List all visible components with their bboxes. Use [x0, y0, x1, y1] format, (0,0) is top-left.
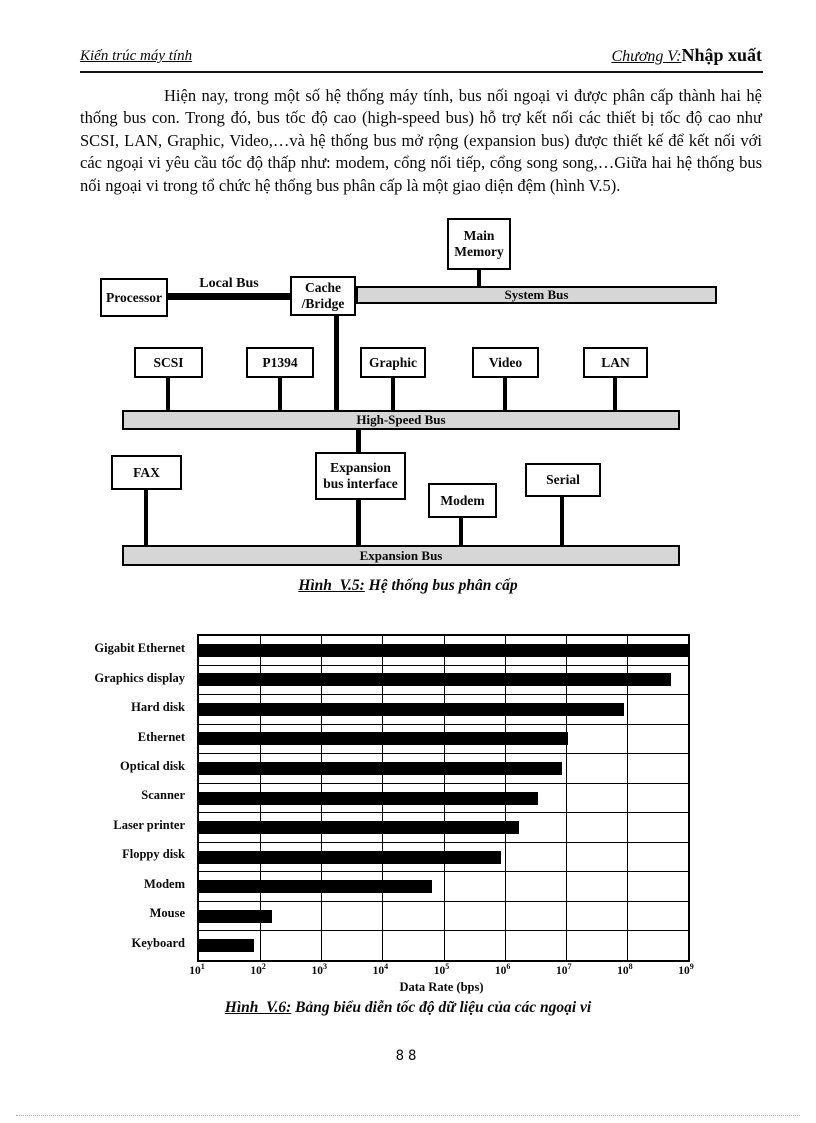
chart-category-label: Graphics display	[94, 670, 185, 685]
chart-row	[199, 902, 688, 932]
box-fax: FAX	[111, 455, 182, 490]
chart-bar	[199, 643, 688, 657]
bus-hierarchy-diagram: System Bus High-Speed Bus Expansion Bus …	[0, 210, 816, 578]
header-chapter-label: Chương V:	[611, 48, 682, 65]
x-tick-label: 102	[250, 962, 266, 977]
header-book-title: Kiến trúc máy tính	[80, 48, 193, 64]
connector	[391, 378, 395, 412]
figure5-caption: Hình V.5: Hệ thống bus phân cấp	[0, 577, 816, 595]
box-p1394: P1394	[246, 347, 314, 378]
x-tick-label: 109	[678, 962, 694, 977]
system-bus-label: System Bus	[504, 287, 569, 302]
local-bus-label: Local Bus	[199, 276, 259, 291]
header-rule	[80, 71, 763, 73]
connector	[477, 270, 481, 298]
chart-bar	[199, 732, 568, 746]
chart-row	[199, 872, 688, 902]
box-modem: Modem	[428, 483, 497, 518]
figure6-caption: Hình V.6: Bảng biểu diễn tốc độ dữ liệu …	[0, 999, 816, 1017]
chart-bar	[199, 850, 501, 864]
chart-bar	[199, 791, 539, 805]
box-graphic: Graphic	[360, 347, 426, 378]
chart-row	[199, 725, 688, 755]
connector	[278, 378, 282, 412]
high-speed-bus-label: High-Speed Bus	[356, 412, 446, 427]
chart-category-label: Gigabit Ethernet	[94, 641, 185, 656]
chart-row	[199, 754, 688, 784]
box-expansion-bus-interface: Expansion bus interface	[315, 452, 406, 500]
chart-category-label: Optical disk	[120, 759, 185, 774]
chart-row	[199, 843, 688, 873]
chart-plot	[197, 634, 690, 962]
chart-bar	[199, 761, 563, 775]
chart-category-label: Keyboard	[131, 935, 185, 950]
bottom-dotted-line	[16, 1115, 800, 1116]
chart-bar	[199, 702, 624, 716]
connector	[503, 378, 507, 412]
box-main-memory: Main Memory	[447, 218, 511, 270]
expansion-bus-bar: Expansion Bus	[122, 545, 680, 566]
chart-category-label: Floppy disk	[122, 847, 185, 862]
data-rate-chart: Gigabit Ethernet Graphics display Hard dis…	[0, 630, 816, 1010]
connector	[356, 430, 361, 454]
chart-bar	[199, 939, 254, 953]
connector	[144, 490, 148, 547]
chart-bar	[199, 821, 520, 835]
connector	[459, 518, 463, 547]
figure5-caption-label: Hình V.5:	[298, 577, 365, 594]
box-serial: Serial	[525, 463, 601, 497]
x-tick-label: 101	[189, 962, 205, 977]
page-number: 88	[395, 1048, 421, 1064]
connector	[356, 500, 361, 547]
expansion-bus-label: Expansion Bus	[359, 547, 443, 563]
figure5-caption-text: Hệ thống bus phân cấp	[364, 577, 518, 594]
chart-ticks: 101 102 103 104 105 106 107 108 109	[189, 962, 694, 978]
chart-row	[199, 636, 688, 666]
high-speed-bus-bar: High-Speed Bus	[122, 410, 680, 430]
chart-row	[199, 666, 688, 696]
chart-gridline	[626, 636, 628, 960]
chart-category-label: Scanner	[141, 788, 185, 803]
figure6-caption-text: Bảng biểu diễn tốc độ dữ liệu của các ng…	[291, 999, 592, 1016]
header-chapter: Chương V:Nhập xuất	[611, 45, 762, 66]
chart-bar	[199, 909, 273, 923]
chart-row	[199, 931, 688, 960]
box-cache-bridge: Cache /Bridge	[290, 276, 356, 316]
x-tick-label: 107	[556, 962, 572, 977]
connector	[613, 378, 617, 412]
box-lan: LAN	[583, 347, 648, 378]
connector	[560, 497, 564, 547]
chart-row	[199, 784, 688, 814]
system-bus-bar: System Bus	[356, 286, 717, 304]
chart-bar	[199, 880, 432, 894]
figure6-caption-label: Hình V.6:	[224, 999, 292, 1016]
chart-x-axis-label: Data Rate (bps)	[399, 980, 484, 994]
chart-labels: Gigabit Ethernet Graphics display Hard dis…	[0, 634, 190, 958]
chart-gridline	[565, 636, 567, 960]
box-processor: Processor	[100, 278, 168, 317]
body-paragraph: Hiện nay, trong một số hệ thống máy tính…	[80, 86, 762, 195]
x-tick-label: 103	[311, 962, 328, 977]
chart-category-label: Mouse	[149, 906, 185, 921]
x-tick-label: 104	[372, 962, 389, 977]
chart-category-label: Modem	[144, 876, 185, 891]
x-tick-label: 106	[494, 962, 511, 977]
connector	[166, 378, 170, 412]
header-section-label: Nhập xuất	[681, 45, 762, 65]
chart-row	[199, 695, 688, 725]
chart-bar	[199, 673, 671, 687]
x-tick-label: 105	[433, 962, 450, 977]
connector-local-bus	[168, 293, 290, 300]
box-scsi: SCSI	[134, 347, 203, 378]
x-tick-label: 108	[617, 962, 633, 977]
box-video: Video	[472, 347, 539, 378]
chart-category-label: Ethernet	[137, 729, 185, 744]
chart-row	[199, 813, 688, 843]
chart-category-label: Laser printer	[113, 817, 185, 832]
connector	[334, 312, 339, 412]
chart-category-label: Hard disk	[131, 700, 185, 715]
